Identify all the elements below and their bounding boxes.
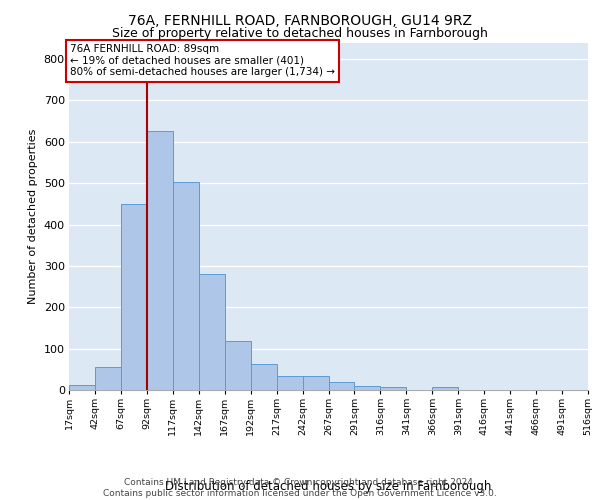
- Text: 76A, FERNHILL ROAD, FARNBOROUGH, GU14 9RZ: 76A, FERNHILL ROAD, FARNBOROUGH, GU14 9R…: [128, 14, 472, 28]
- Bar: [147, 132, 173, 390]
- Text: Contains HM Land Registry data © Crown copyright and database right 2024.
Contai: Contains HM Land Registry data © Crown c…: [103, 478, 497, 498]
- Bar: [277, 376, 302, 390]
- Bar: [329, 382, 355, 390]
- Bar: [121, 204, 147, 390]
- Text: 76A FERNHILL ROAD: 89sqm
← 19% of detached houses are smaller (401)
80% of semi-: 76A FERNHILL ROAD: 89sqm ← 19% of detach…: [70, 44, 335, 78]
- Bar: [302, 376, 329, 390]
- Bar: [251, 364, 277, 390]
- Bar: [95, 367, 121, 390]
- Bar: [380, 386, 406, 390]
- X-axis label: Distribution of detached houses by size in Farnborough: Distribution of detached houses by size …: [166, 480, 491, 493]
- Y-axis label: Number of detached properties: Number of detached properties: [28, 128, 38, 304]
- Bar: [199, 274, 224, 390]
- Bar: [173, 182, 199, 390]
- Bar: [355, 386, 380, 390]
- Text: Size of property relative to detached houses in Farnborough: Size of property relative to detached ho…: [112, 28, 488, 40]
- Bar: [433, 386, 458, 390]
- Bar: [69, 385, 95, 390]
- Bar: [225, 341, 251, 390]
